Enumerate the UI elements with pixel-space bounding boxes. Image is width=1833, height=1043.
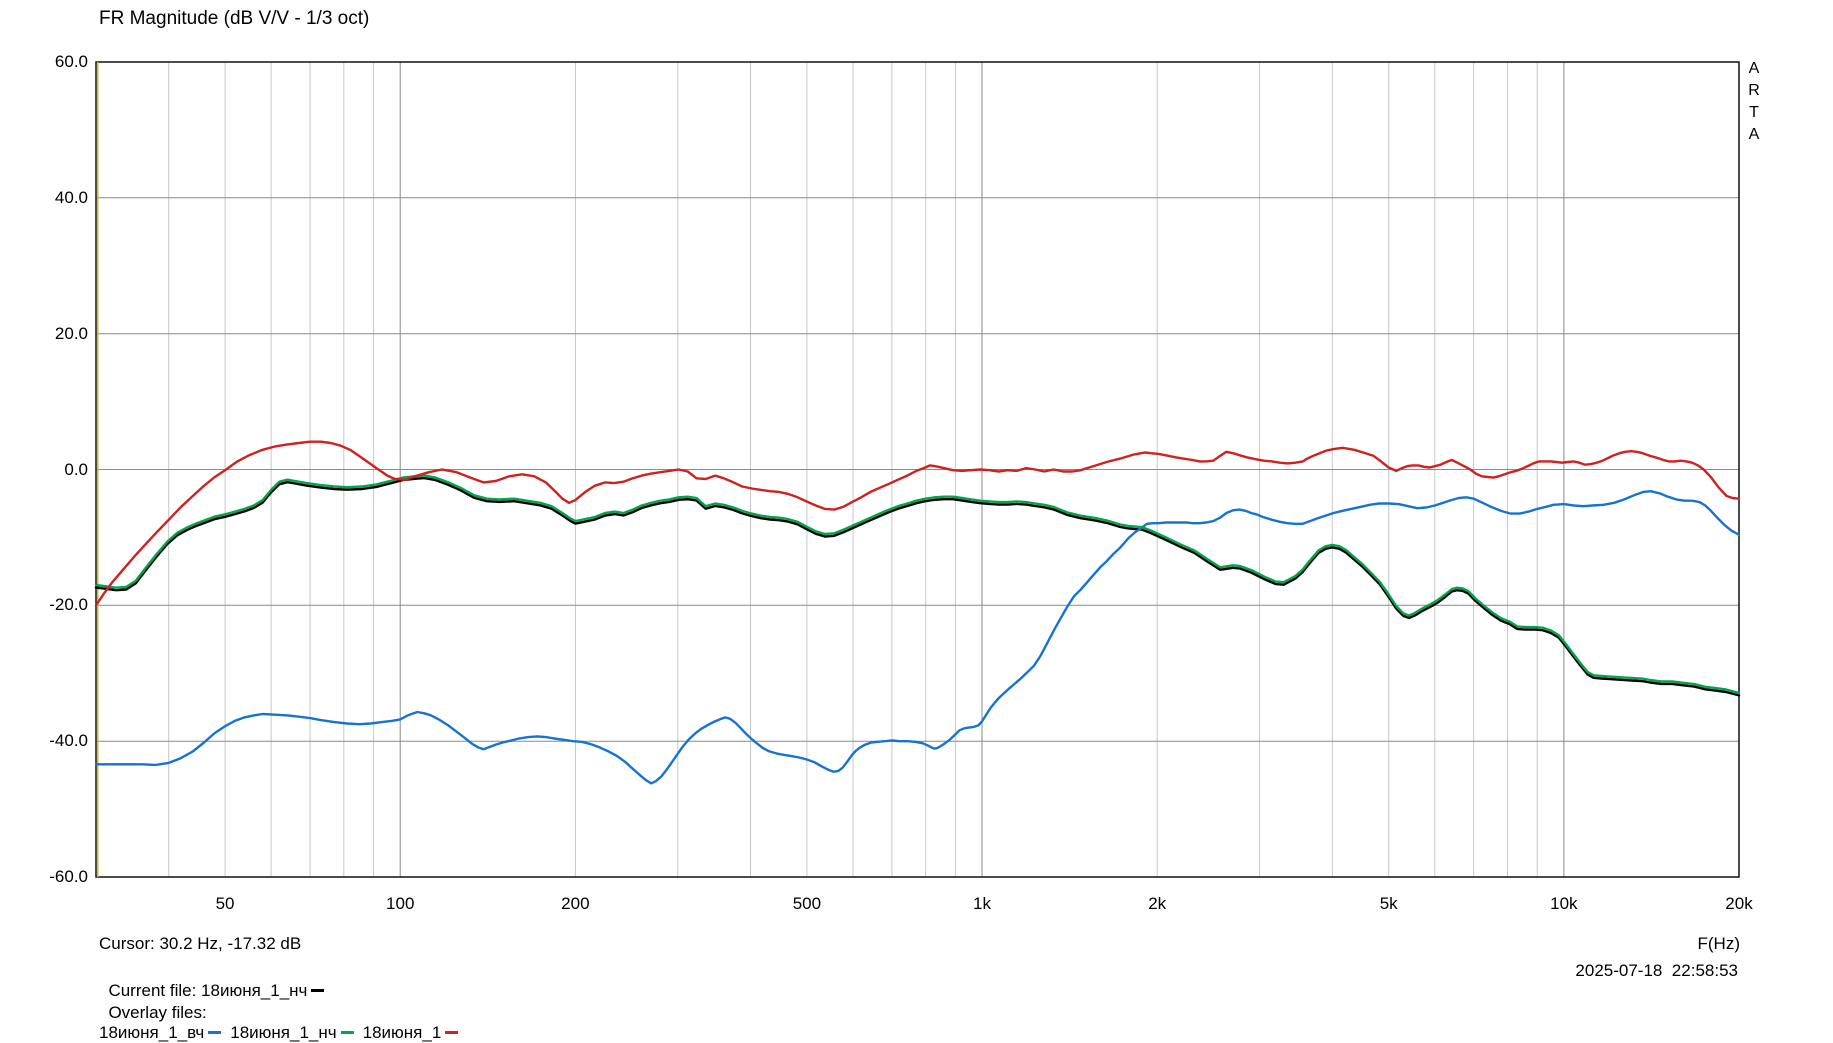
current-file-label: Current file: (108, 981, 202, 1000)
y-axis-tick-label: 60.0 (54, 52, 88, 71)
y-axis-tick-label: 20.0 (54, 323, 88, 343)
overlay-file-entry: 18июня_1_вч (99, 1023, 224, 1042)
curve-overlay-blue (94, 490, 1741, 785)
page-title: FR Magnitude (dB V/V - 1/3 oct) (99, 8, 370, 29)
x-axis-tick-label: 100 (386, 894, 415, 913)
x-axis-tick-label: 2k (1148, 894, 1167, 913)
arta-watermark-letter: A (1748, 60, 1760, 77)
arta-watermark-letter: T (1749, 104, 1759, 121)
overlay-file-entry: 18июня_1_нч (230, 1023, 356, 1042)
overlay-file-color-swatch (208, 1030, 222, 1034)
arta-watermark-letter: A (1748, 126, 1760, 143)
y-axis-tick-label: -60.0 (49, 867, 88, 886)
x-axis-tick-label: 20k (1725, 894, 1753, 913)
curve-current-black (94, 476, 1741, 697)
current-file-name: 18июня_1_нч (201, 981, 308, 1000)
y-axis-tick-label: -20.0 (49, 595, 88, 615)
x-axis-tick-label: 500 (792, 894, 822, 913)
overlay-files-row: Overlay files: 18июня_1_вч 18июня_1_нч 18и… (99, 983, 467, 1043)
x-axis-tick-label: 1k (973, 894, 992, 913)
y-axis-tick-label: 40.0 (54, 187, 88, 207)
plot-border (95, 61, 1740, 878)
x-axis-tick-label: 10k (1550, 894, 1578, 913)
x-axis-tick-label: 50 (215, 894, 235, 913)
x-axis-tick-label: 200 (561, 894, 590, 913)
overlay-files-label: Overlay files: (108, 1003, 212, 1022)
fr-magnitude-plot[interactable] (0, 0, 1833, 1001)
overlay-file-entry: 18июня_1 (363, 1023, 462, 1042)
x-axis-unit-label: F(Hz) (1697, 934, 1740, 953)
overlay-file-color-swatch (445, 1030, 459, 1034)
overlay-file-name: 18июня_1_вч (99, 1023, 205, 1042)
cursor-readout: Cursor: 30.2 Hz, -17.32 dB (99, 934, 302, 953)
current-file-row: Current file: 18июня_1_нч (99, 961, 327, 1001)
overlay-file-color-swatch (340, 1030, 354, 1034)
y-axis-tick-label: -40.0 (49, 731, 88, 751)
current-file-color-swatch (311, 988, 325, 992)
x-axis-tick-label: 5k (1379, 894, 1398, 913)
arta-watermark-letter: R (1748, 82, 1760, 99)
overlay-file-name: 18июня_1_нч (230, 1023, 337, 1042)
overlay-file-name: 18июня_1 (362, 1023, 442, 1042)
curve-overlay-red (94, 440, 1741, 607)
timestamp: 2025-07-18 22:58:53 (1575, 961, 1738, 980)
y-axis-tick-label: 0.0 (64, 459, 88, 479)
